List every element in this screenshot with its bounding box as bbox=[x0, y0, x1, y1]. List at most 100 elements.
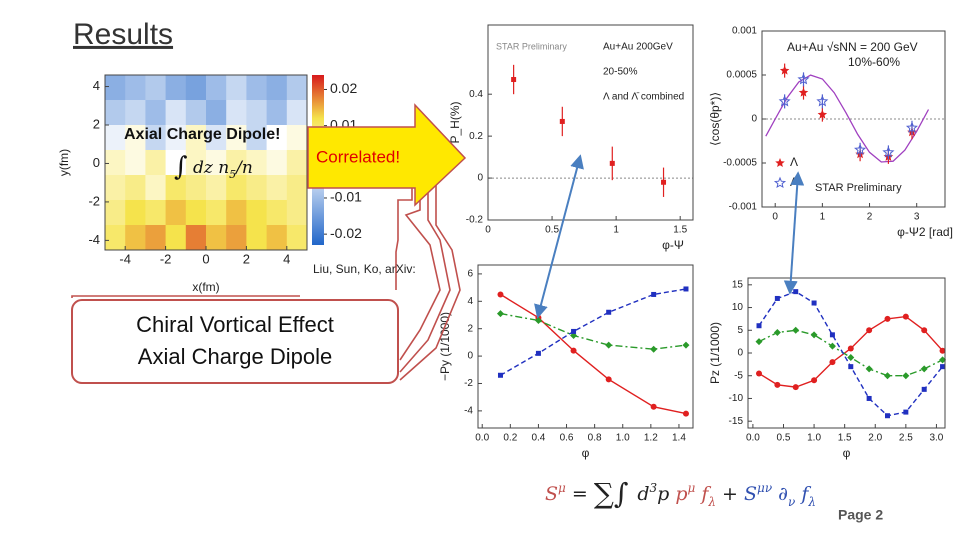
plot-frame bbox=[477, 264, 694, 429]
heat-cell bbox=[246, 75, 268, 101]
heat-cell bbox=[145, 100, 167, 126]
y-axis-label: Pz (1/1000) bbox=[708, 322, 722, 384]
formula-part: ∫ bbox=[174, 152, 188, 182]
marker bbox=[817, 109, 828, 119]
legend-label: Λ bbox=[790, 155, 798, 169]
heat-cell bbox=[185, 225, 207, 251]
y-tick-label: -10 bbox=[729, 393, 744, 404]
heat-cell bbox=[125, 225, 146, 251]
heat-cell bbox=[145, 175, 167, 201]
heat-cell bbox=[165, 100, 187, 126]
marker bbox=[792, 384, 799, 391]
formula-part: S bbox=[744, 483, 757, 505]
heat-cell bbox=[185, 175, 207, 201]
x-tick-label: 2.5 bbox=[899, 433, 913, 444]
y-tick-label: 6 bbox=[467, 269, 473, 280]
heat-cell bbox=[286, 125, 308, 151]
x-tick-label: 3.0 bbox=[929, 433, 943, 444]
heat-cell bbox=[206, 175, 227, 201]
marker bbox=[882, 146, 895, 158]
heat-cell bbox=[105, 125, 126, 151]
marker bbox=[497, 291, 504, 298]
heat-cell bbox=[165, 150, 187, 176]
x-tick-label: 1.4 bbox=[672, 433, 686, 444]
formula-part: ν bbox=[788, 495, 795, 509]
colorbar-tick-label: -0.01 bbox=[330, 189, 362, 205]
heat-cell bbox=[226, 100, 247, 126]
formula-part: S bbox=[545, 483, 558, 505]
y-tick-label: -0.0005 bbox=[723, 158, 757, 169]
marker bbox=[792, 326, 800, 334]
heat-cell bbox=[125, 175, 146, 201]
x-axis-label: x(fm) bbox=[192, 280, 219, 294]
x-tick-label: 1.5 bbox=[838, 433, 852, 444]
heat-cell bbox=[226, 75, 247, 101]
heat-cell bbox=[165, 125, 187, 151]
callout-text: Correlated! bbox=[316, 147, 400, 166]
marker bbox=[828, 342, 836, 350]
y-tick-label: 0.0005 bbox=[726, 70, 757, 81]
heat-cell bbox=[125, 200, 146, 226]
heat-cell bbox=[105, 175, 126, 201]
heat-cell bbox=[165, 200, 187, 226]
y-tick-label: 0.2 bbox=[469, 131, 483, 142]
heat-cell bbox=[125, 125, 146, 151]
y-tick-label: 0 bbox=[467, 351, 473, 362]
x-tick-label: 2.0 bbox=[868, 433, 882, 444]
marker bbox=[865, 365, 873, 373]
y-axis-label: P_H(%) bbox=[448, 101, 462, 143]
heat-cell bbox=[286, 100, 308, 126]
marker bbox=[884, 413, 890, 419]
y-tick-label: -2 bbox=[464, 378, 473, 389]
annotation: 10%-60% bbox=[848, 55, 900, 69]
y-tick-label: 0 bbox=[751, 114, 757, 125]
x-axis-label: φ bbox=[582, 446, 590, 460]
y-tick-label: 4 bbox=[467, 296, 473, 307]
marker bbox=[811, 377, 818, 384]
marker bbox=[921, 386, 927, 392]
heat-cell bbox=[125, 100, 146, 126]
formula: Sμ = ∑∫ d3p pμ fλ + Sμν ∂ν fλ bbox=[545, 477, 816, 510]
annotation: Au+Au √sNN = 200 GeV bbox=[787, 40, 918, 54]
heat-cell bbox=[266, 100, 288, 126]
heat-cell bbox=[206, 125, 227, 151]
marker bbox=[756, 323, 762, 329]
x-tick-label: 0.6 bbox=[560, 433, 574, 444]
colorbar-tick-label: -0.02 bbox=[330, 225, 362, 241]
formula-part: f bbox=[695, 483, 711, 505]
x-tick-label: 0.5 bbox=[545, 225, 559, 236]
x-tick-label: 4 bbox=[283, 251, 290, 266]
marker bbox=[847, 345, 854, 352]
x-tick-label: 2 bbox=[867, 212, 873, 223]
marker bbox=[683, 286, 689, 292]
heat-cell bbox=[185, 200, 207, 226]
x-tick-label: 0.2 bbox=[503, 433, 517, 444]
marker bbox=[570, 347, 577, 354]
marker bbox=[816, 95, 829, 107]
heat-cell bbox=[206, 225, 227, 251]
x-tick-label: 1.0 bbox=[616, 433, 630, 444]
heat-cell bbox=[145, 125, 167, 151]
y-tick-label: 2 bbox=[93, 116, 100, 131]
marker bbox=[829, 332, 835, 338]
slide-title: Results bbox=[73, 18, 173, 51]
x-tick-label: 0.5 bbox=[777, 433, 791, 444]
y-axis-label: y(fm) bbox=[57, 149, 71, 176]
y-tick-label: -2 bbox=[88, 193, 100, 208]
heat-cell bbox=[105, 225, 126, 251]
heat-cell bbox=[105, 100, 126, 126]
marker bbox=[651, 291, 657, 297]
y-axis-label: ⟨cos(θp*)⟩ bbox=[708, 92, 722, 146]
annotation: STAR Preliminary bbox=[815, 182, 902, 194]
heat-cell bbox=[105, 200, 126, 226]
heat-cell bbox=[185, 75, 207, 101]
marker bbox=[902, 372, 910, 380]
heatmap-formula: ∫ dz n5/n bbox=[174, 152, 253, 182]
marker bbox=[921, 327, 928, 334]
y-tick-label: -5 bbox=[734, 370, 743, 381]
correlation-arrow bbox=[783, 171, 805, 295]
heat-cell bbox=[226, 200, 247, 226]
formula-part: d bbox=[637, 483, 649, 505]
heat-cell bbox=[246, 125, 268, 151]
